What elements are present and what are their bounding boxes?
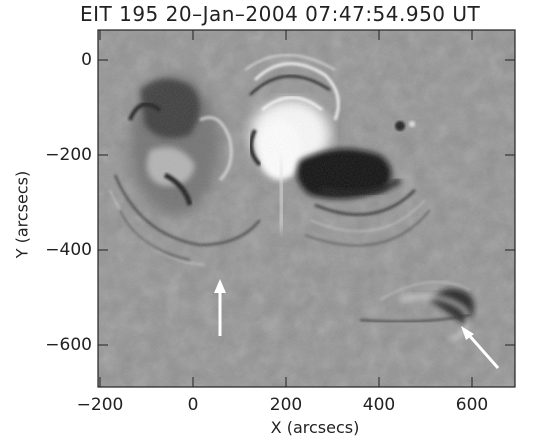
plot-frame [97, 29, 516, 388]
y-tick-label: −200 [45, 145, 92, 165]
y-tick-label: 0 [81, 50, 92, 70]
diagonal-arrow [461, 326, 500, 369]
x-tick-label: 0 [187, 395, 199, 415]
vertical-arrow [214, 279, 226, 336]
x-tick-label: 200 [269, 395, 303, 415]
x-tick-label: 400 [362, 395, 396, 415]
x-tick-marks [99, 30, 473, 387]
x-axis-label: X (arcsecs) [270, 418, 360, 437]
image-title: EIT 195 20–Jan–2004 07:47:54.950 UT [80, 2, 481, 26]
y-tick-marks [98, 59, 515, 346]
y-tick-label: −400 [45, 240, 92, 260]
y-tick-label: −600 [45, 335, 92, 355]
x-tick-label: −200 [76, 395, 124, 415]
y-axis-label: Y (arcsecs) [12, 170, 32, 259]
x-tick-label: 600 [455, 395, 489, 415]
solar-features [98, 30, 515, 387]
